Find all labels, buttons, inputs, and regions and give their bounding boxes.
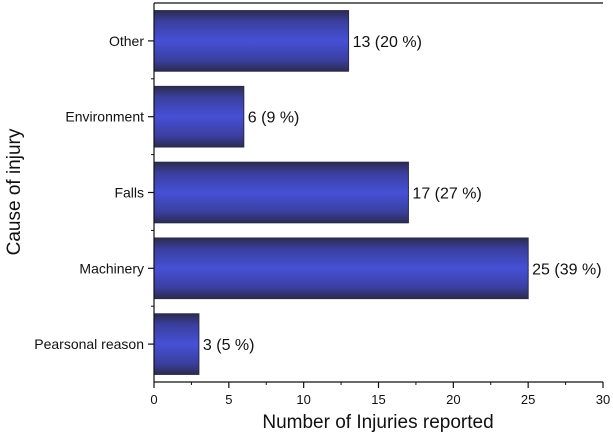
x-tick-label: 30 xyxy=(596,392,610,407)
category-labels-group: Other Environment Falls Machinery Pearsonal … xyxy=(34,33,144,352)
x-tick-label: 15 xyxy=(371,392,385,407)
x-tick-label: 20 xyxy=(446,392,460,407)
data-labels-group: 13 (20 %) 6 (9 %) 17 (27 %) 25 (39 %) 3 (5 %… xyxy=(203,34,602,354)
category-label: Machinery xyxy=(79,260,144,276)
x-tick-label: 10 xyxy=(296,392,310,407)
x-tick-label: 5 xyxy=(225,392,232,407)
bars-group xyxy=(153,10,529,375)
x-axis-title: Number of Injuries reported xyxy=(262,412,493,433)
x-ticks-group: 0 5 10 15 20 25 30 xyxy=(150,382,610,407)
bar-environment xyxy=(153,85,245,148)
category-label: Pearsonal reason xyxy=(34,336,144,352)
data-label: 25 (39 %) xyxy=(532,261,601,278)
x-tick-label: 0 xyxy=(150,392,157,407)
data-label: 6 (9 %) xyxy=(248,110,300,127)
y-axis-title: Cause of injury xyxy=(4,128,25,255)
bar-falls xyxy=(153,161,409,224)
x-tick-label: 25 xyxy=(521,392,535,407)
category-label: Other xyxy=(109,33,144,49)
data-label: 13 (20 %) xyxy=(353,34,422,51)
bar-other xyxy=(153,10,350,72)
category-label: Environment xyxy=(65,109,144,125)
data-label: 3 (5 %) xyxy=(203,337,255,354)
data-label: 17 (27 %) xyxy=(412,186,481,203)
bar-pearsonal-reason xyxy=(153,313,200,375)
y-ticks-group xyxy=(148,40,154,345)
category-label: Falls xyxy=(114,185,144,201)
bar-machinery xyxy=(153,237,529,300)
